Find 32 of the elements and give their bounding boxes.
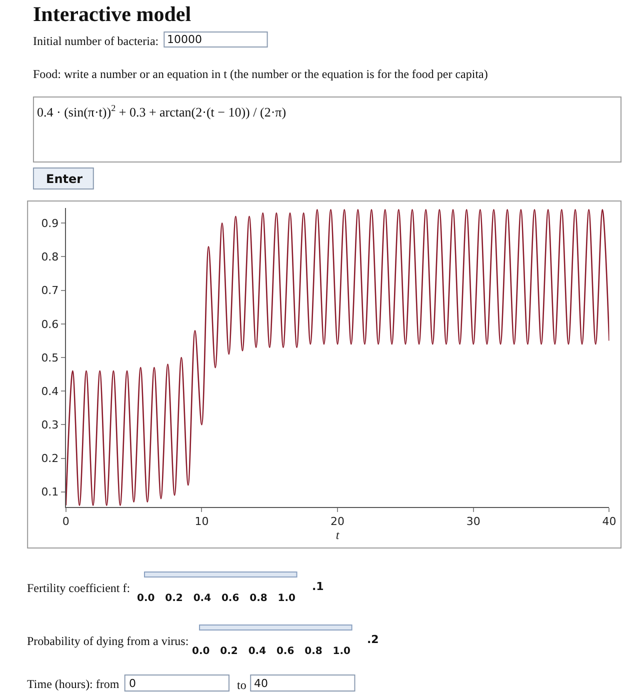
x-tick-label: 30 [466, 515, 480, 528]
x-tick-label: 10 [194, 515, 209, 528]
y-tick-label: 0.2 [41, 452, 59, 466]
chart-title: Interactive model [33, 2, 192, 26]
text: 40 [254, 677, 268, 690]
x-tick-label: 0 [62, 515, 70, 528]
text: 0 [129, 677, 136, 690]
text: Time (hours): from [27, 677, 120, 691]
y-tick-label: 0.9 [41, 216, 59, 230]
text: Probability of dying from a virus: [27, 634, 189, 648]
text: 0.0 0.2 0.4 0.6 0.8 1.0 [137, 593, 296, 604]
text: 10000 [167, 33, 202, 46]
x-tick-label: 40 [602, 515, 616, 528]
y-tick-label: 0.4 [41, 384, 59, 398]
y-tick-label: 0.1 [41, 486, 59, 499]
x-axis-title: t [336, 528, 340, 542]
text: Food: write a number or an equation in t (the number or the equation is for the food per capita) [33, 67, 488, 81]
text: Initial number of bacteria: [33, 34, 159, 48]
text: 0.4 · (sin(π·t))$^{2}$ + 0.3 + arctan(2·(t − 10)) / (2·π) [37, 103, 286, 120]
y-tick-label: 0.7 [41, 284, 59, 298]
text: Enter [46, 172, 83, 186]
text: Fertility coefficient f: [27, 581, 130, 595]
text: 0.0 0.2 0.4 0.6 0.8 1.0 [192, 646, 351, 657]
y-tick-label: 0.6 [41, 318, 59, 331]
text: .1 [312, 580, 324, 593]
y-tick-label: 0.8 [41, 250, 59, 264]
y-tick-label: 0.3 [41, 418, 59, 432]
x-tick-label: 20 [330, 515, 345, 528]
text: to [237, 678, 246, 692]
text: .2 [367, 633, 379, 646]
line-series [66, 209, 610, 506]
y-tick-label: 0.5 [41, 351, 59, 364]
